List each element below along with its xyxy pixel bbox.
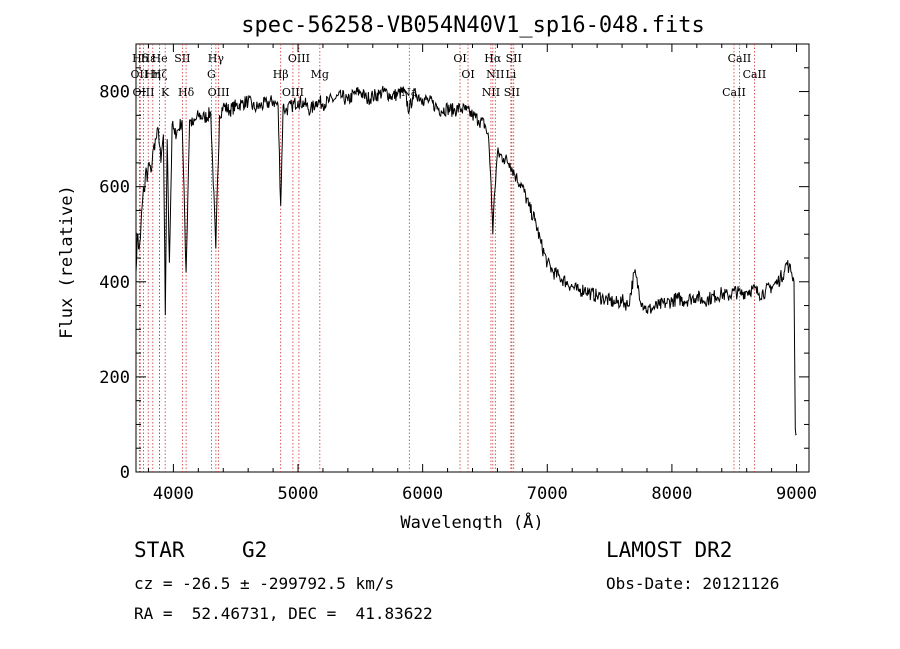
line-marker-label: Hγ: [208, 52, 225, 65]
redshift-info: cz = -26.5 ± -299792.5 km/s: [134, 574, 395, 593]
x-tick-label: 7000: [527, 484, 568, 504]
line-marker-label: OIII: [282, 86, 304, 99]
x-tick-label: 5000: [278, 484, 319, 504]
line-marker-label: OI: [453, 52, 466, 65]
line-marker-label: Hζ: [152, 68, 168, 81]
line-marker-label: OI: [461, 68, 474, 81]
x-axis-ticks: 4000 5000 6000 7000 8000 9000: [147, 44, 817, 504]
x-tick-label: 9000: [776, 484, 817, 504]
line-marker-label: Hβ: [273, 68, 289, 81]
obs-date: Obs-Date: 20121126: [606, 574, 780, 593]
y-axis-label: Flux (relative): [57, 185, 77, 339]
line-marker-label: He: [152, 52, 168, 65]
line-marker-label: Hδ: [132, 52, 149, 65]
line-marker-label: OIII: [288, 52, 310, 65]
line-marker-label: SII: [506, 52, 522, 65]
emission-line-labels: HδOIIOIIIHεHηKHeHζHδSIIGOIIIHγHβOIIIOIII…: [131, 52, 767, 99]
chart-title: spec-56258-VB054N40V1_sp16-048.fits: [241, 13, 705, 38]
y-tick-label: 400: [99, 273, 130, 293]
coordinates: RA = 52.46731, DEC = 41.83622: [134, 604, 433, 623]
x-tick-label: 6000: [402, 484, 443, 504]
y-axis-ticks: 0 200 400 600 800: [99, 67, 809, 483]
line-marker-label: SII: [174, 52, 190, 65]
line-marker-label: CaII: [722, 86, 746, 99]
survey-name: LAMOST DR2: [606, 538, 733, 562]
y-tick-label: 800: [99, 83, 130, 103]
spectrum-plot: spec-56258-VB054N40V1_sp16-048.fits Hδ OI…: [57, 13, 817, 530]
line-marker-label: Hδ: [178, 86, 195, 99]
y-tick-label: 600: [99, 178, 130, 198]
line-marker-label: NII: [482, 86, 500, 99]
line-marker-label: SII: [504, 86, 520, 99]
line-marker-label: Hε: [141, 52, 157, 65]
x-tick-label: 4000: [153, 484, 194, 504]
line-marker-label: CaII: [728, 52, 752, 65]
line-marker-label: OIII: [208, 86, 230, 99]
line-marker-label: CaII: [743, 68, 767, 81]
emission-line-markers: [138, 44, 755, 472]
object-class: STAR: [134, 538, 185, 562]
y-tick-label: 200: [99, 368, 130, 388]
line-marker-label: OII: [131, 68, 149, 81]
x-axis-label: Wavelength (Å): [400, 511, 543, 530]
line-marker-label: Hη: [145, 68, 161, 81]
y-tick-label: 0: [120, 463, 130, 483]
spectrum-line: [135, 85, 797, 436]
line-marker-label: NII: [486, 68, 504, 81]
plot-frame: [135, 43, 810, 473]
line-marker-label: Hα: [484, 52, 502, 65]
object-subclass: G2: [242, 538, 268, 562]
line-marker-label: Mg: [311, 68, 329, 81]
line-marker-label: OIII: [132, 86, 154, 99]
line-marker-label: G: [207, 68, 216, 81]
line-marker-label: K: [161, 86, 170, 99]
x-tick-label: 8000: [651, 484, 692, 504]
line-marker-label: Li: [505, 68, 516, 81]
